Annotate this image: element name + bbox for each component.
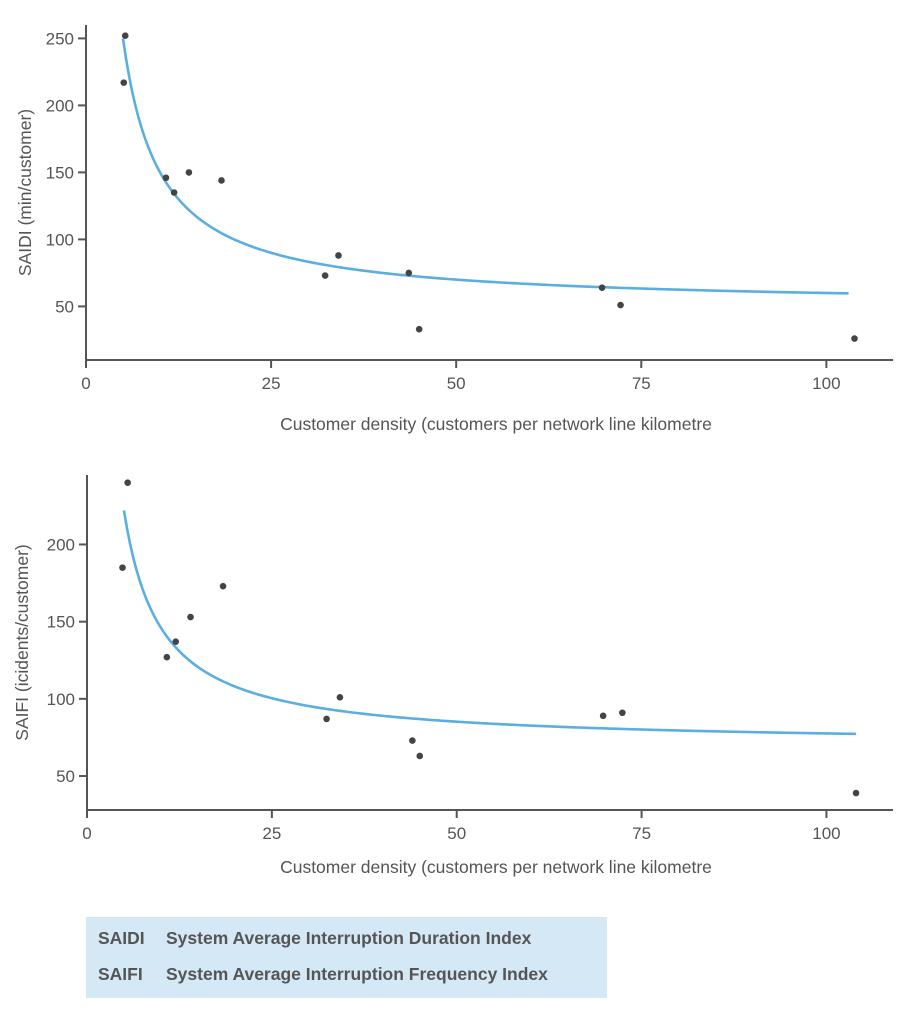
data-point [163,653,171,661]
x-tick-label: 50 [447,824,466,843]
data-point [218,177,225,184]
x-tick-label: 25 [262,824,281,843]
legend-row-saidi: SAIDI System Average Interruption Durati… [98,927,607,949]
data-point [162,174,170,182]
data-point [599,712,607,720]
data-point [321,272,329,279]
x-axis-title: Customer density (customers per network … [280,857,712,877]
data-point [124,479,131,487]
data-point [416,752,424,760]
x-tick-label: 25 [262,374,281,393]
data-point [852,789,860,797]
data-point [121,32,129,40]
data-point [405,269,413,277]
data-point [323,715,330,723]
legend-row-saifi: SAIFI System Average Interruption Freque… [98,963,607,985]
data-point [172,638,180,646]
y-tick-label: 150 [46,163,74,182]
fit-curve [122,510,857,736]
data-point [415,325,423,333]
abbreviation-legend: SAIDI System Average Interruption Durati… [86,917,607,998]
y-tick-label: 50 [55,297,74,316]
y-axis-title: SAIFI (icidents/customer) [12,544,32,740]
y-tick-label: 100 [46,230,74,249]
data-point [170,189,178,196]
data-point [409,737,416,744]
data-point [851,335,858,342]
data-point [120,79,128,86]
legend-text: System Average Interruption Frequency In… [166,964,548,984]
y-tick-label: 150 [47,613,75,632]
legend-abbr: SAIDI [98,928,145,948]
y-tick-label: 250 [46,29,74,48]
data-point [619,709,626,717]
data-point [187,613,194,621]
x-tick-label: 75 [632,374,651,393]
x-tick-label: 100 [812,374,840,393]
saidi-chart: 50 100 150 200 250 0 25 50 75 100 Customer density… [15,25,893,434]
x-tick-label: 100 [812,824,840,843]
x-tick-label: 75 [632,824,651,843]
data-point [119,564,126,571]
y-tick-label: 200 [46,96,74,115]
legend-abbr: SAIFI [98,964,143,984]
legend-text: System Average Interruption Duration Ind… [166,928,532,948]
x-tick-label: 0 [81,374,90,393]
y-tick-label: 100 [47,690,75,709]
data-point [598,284,606,291]
data-point [336,694,344,701]
saifi-chart: 50 100 150 200 0 25 50 75 100 Customer density (c… [12,475,893,877]
x-tick-label: 50 [447,374,466,393]
data-point [185,169,193,176]
y-tick-label: 200 [47,535,75,554]
fit-curve [121,38,849,295]
y-tick-label: 50 [56,767,75,786]
x-tick-label: 0 [82,824,91,843]
data-point [219,582,227,590]
y-axis-title: SAIDI (min/customer) [15,109,35,276]
x-axis-title: Customer density (customers per network … [280,414,712,434]
data-point [335,252,342,259]
data-point [617,301,624,309]
